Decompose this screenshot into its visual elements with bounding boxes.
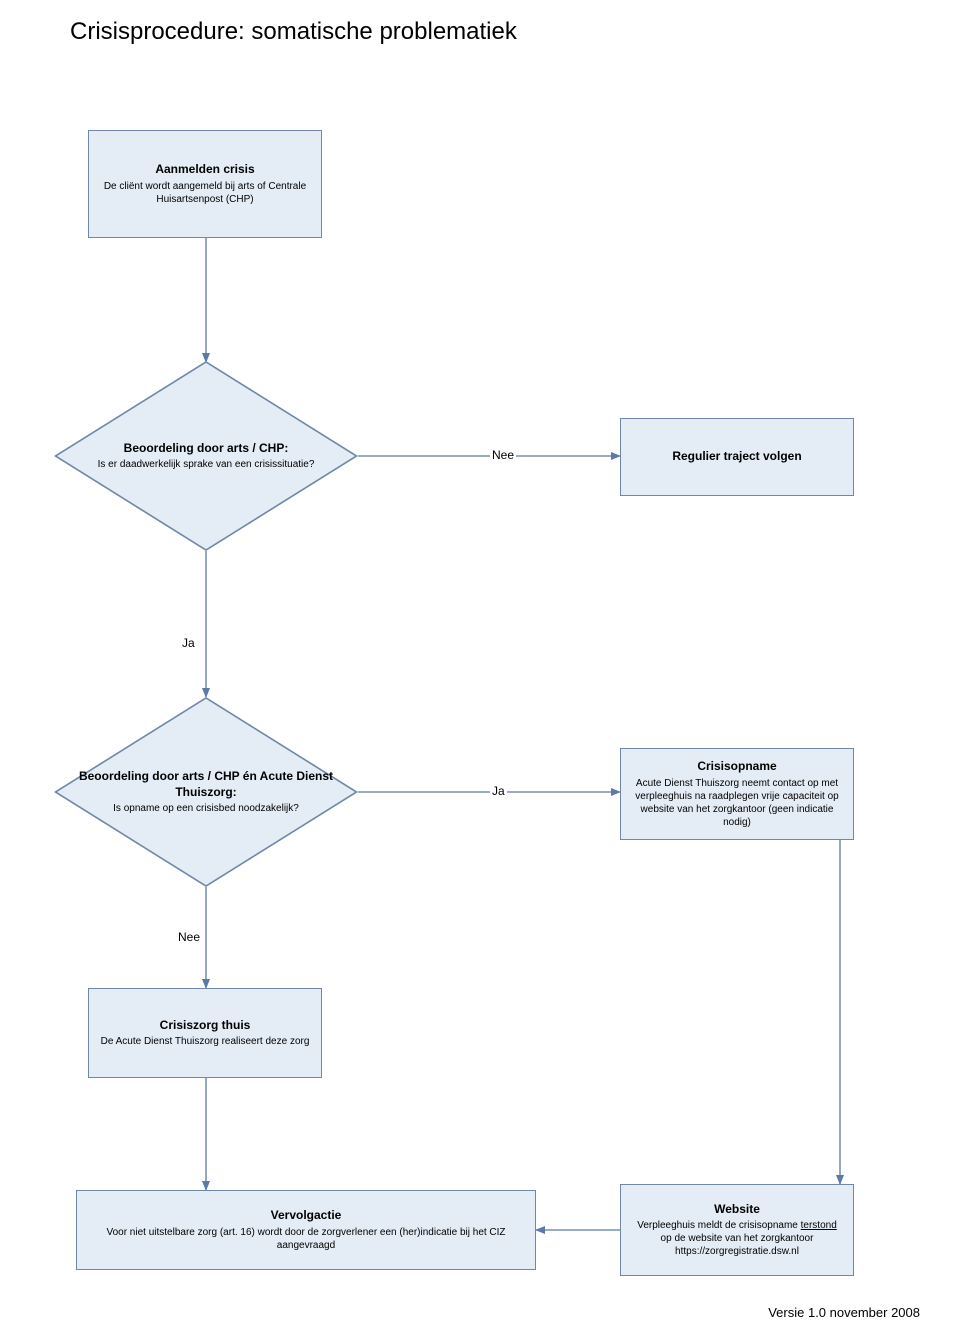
page-footer: Versie 1.0 november 2008 bbox=[768, 1305, 920, 1320]
node-title: Beoordeling door arts / CHP: bbox=[124, 441, 289, 457]
node-title: Aanmelden crisis bbox=[155, 162, 254, 178]
node-crisisopname: Crisisopname Acute Dienst Thuiszorg neem… bbox=[620, 748, 854, 840]
node-beoordeling-arts-chp: Beoordeling door arts / CHP: Is er daadw… bbox=[54, 361, 358, 551]
node-body: Is er daadwerkelijk sprake van een crisi… bbox=[98, 458, 315, 471]
node-body: Is opname op een crisisbed noodzakelijk? bbox=[113, 802, 299, 815]
node-title: Website bbox=[714, 1202, 760, 1218]
node-title: Vervolgactie bbox=[271, 1208, 342, 1224]
flowchart-canvas: Crisisprocedure: somatische problematiek… bbox=[0, 0, 960, 1334]
edge-label-ja-1: Ja bbox=[180, 636, 197, 650]
node-body: De Acute Dienst Thuiszorg realiseert dez… bbox=[101, 1035, 310, 1048]
edge-label-nee-1: Nee bbox=[490, 448, 516, 462]
edge-label-ja-2: Ja bbox=[490, 784, 507, 798]
page-title: Crisisprocedure: somatische problematiek bbox=[70, 18, 517, 46]
node-body: Verpleeghuis meldt de crisisopname terst… bbox=[631, 1219, 843, 1258]
diamond-content: Beoordeling door arts / CHP én Acute Die… bbox=[54, 697, 358, 887]
node-title: Beoordeling door arts / CHP én Acute Die… bbox=[72, 769, 340, 800]
node-body: Acute Dienst Thuiszorg neemt contact op … bbox=[631, 777, 843, 829]
edge-label-nee-2: Nee bbox=[176, 930, 202, 944]
node-title: Regulier traject volgen bbox=[672, 449, 801, 465]
diamond-content: Beoordeling door arts / CHP: Is er daadw… bbox=[54, 361, 358, 551]
node-website: Website Verpleeghuis meldt de crisisopna… bbox=[620, 1184, 854, 1276]
node-title: Crisisopname bbox=[697, 759, 776, 775]
node-beoordeling-acute-dienst: Beoordeling door arts / CHP én Acute Die… bbox=[54, 697, 358, 887]
node-body: De cliënt wordt aangemeld bij arts of Ce… bbox=[99, 180, 311, 206]
node-regulier-traject: Regulier traject volgen bbox=[620, 418, 854, 496]
node-crisiszorg-thuis: Crisiszorg thuis De Acute Dienst Thuiszo… bbox=[88, 988, 322, 1078]
node-body: Voor niet uitstelbare zorg (art. 16) wor… bbox=[87, 1226, 525, 1252]
node-title: Crisiszorg thuis bbox=[160, 1018, 251, 1034]
node-vervolgactie: Vervolgactie Voor niet uitstelbare zorg … bbox=[76, 1190, 536, 1270]
node-aanmelden-crisis: Aanmelden crisis De cliënt wordt aangeme… bbox=[88, 130, 322, 238]
